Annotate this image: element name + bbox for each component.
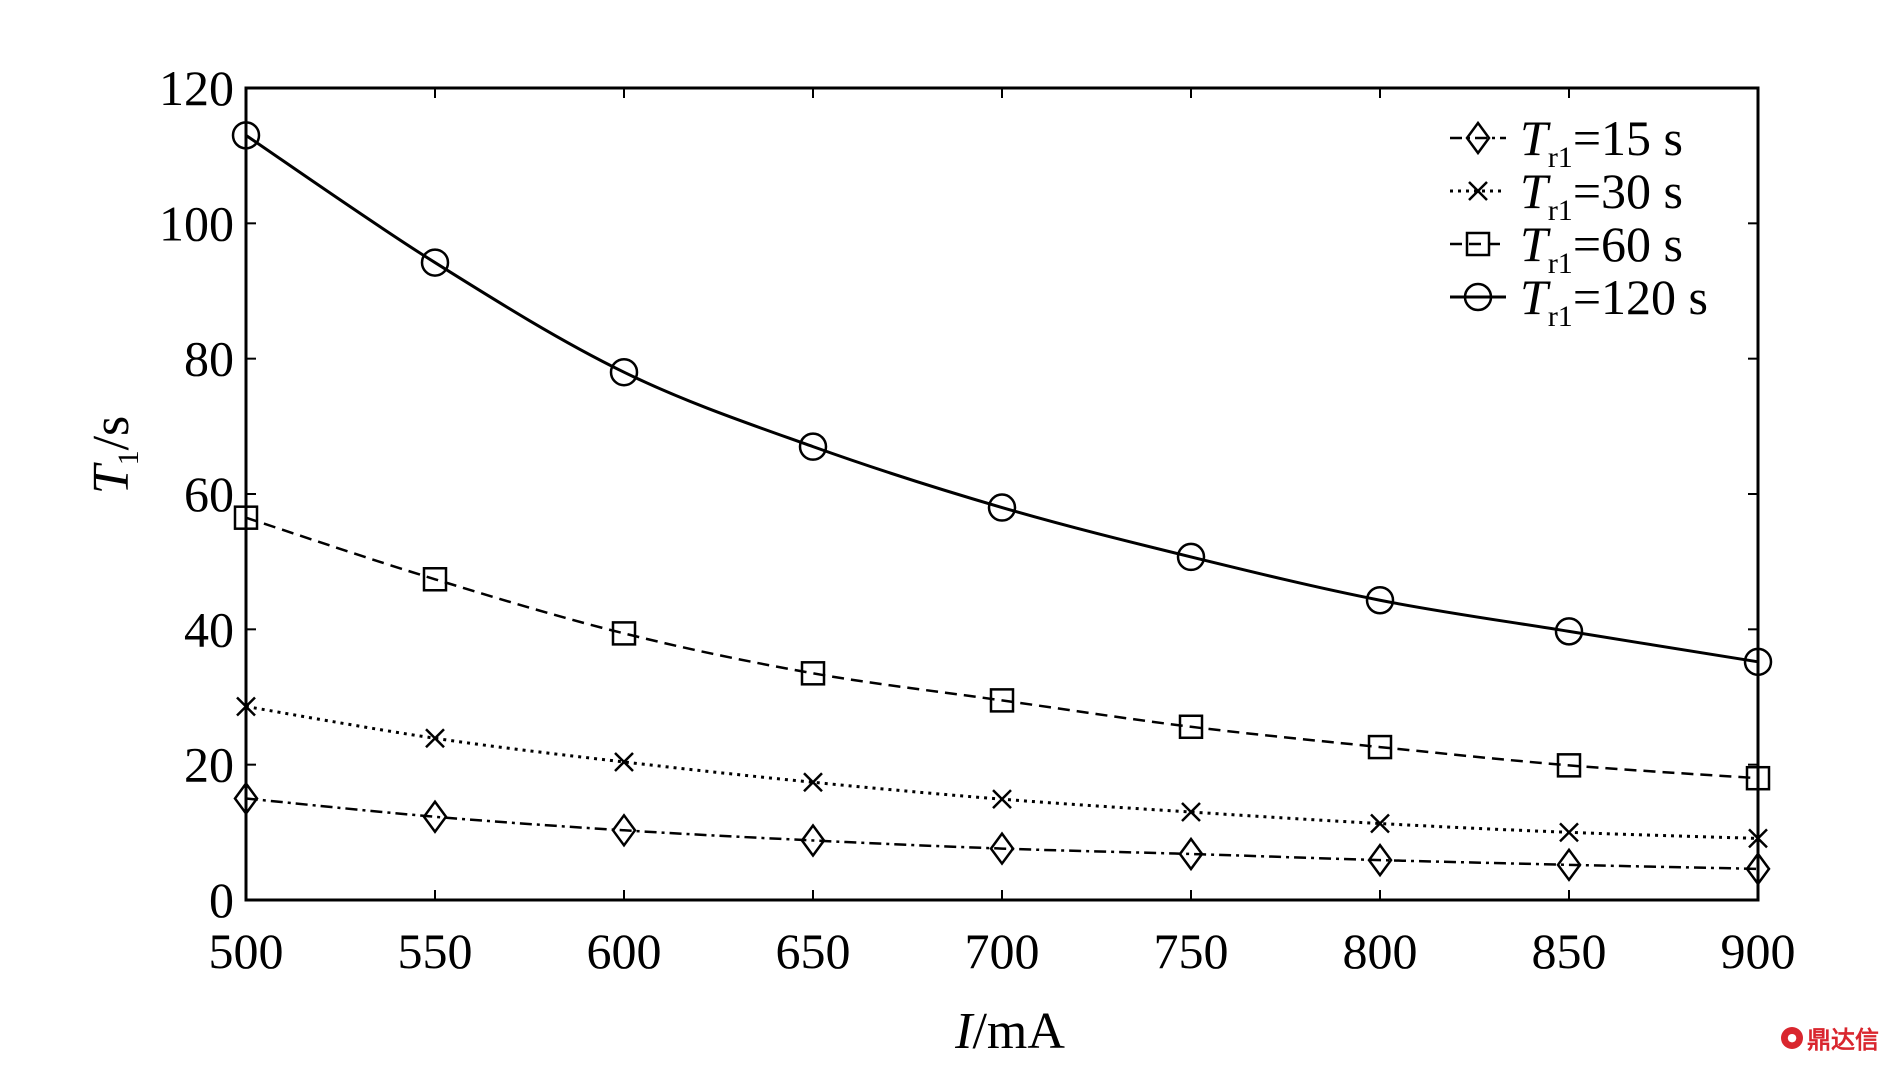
data-point xyxy=(1370,813,1390,834)
data-point xyxy=(1367,842,1393,878)
legend-item: Tr1=30 s xyxy=(1450,163,1683,227)
data-point xyxy=(609,357,639,387)
y-tick-label: 80 xyxy=(184,331,234,387)
data-point xyxy=(1554,617,1584,646)
watermark: ● 鼎达信 xyxy=(1781,1020,1879,1055)
legend-label: Tr1=120 s xyxy=(1520,269,1708,333)
y-tick-label: 40 xyxy=(184,601,234,657)
legend-marker xyxy=(1465,231,1491,257)
y-axis-label-rest: /s xyxy=(83,416,140,451)
x-tick-label: 850 xyxy=(1532,923,1607,979)
x-tick-label: 750 xyxy=(1154,923,1229,979)
data-point xyxy=(422,799,448,834)
data-point xyxy=(1181,802,1201,822)
y-axis-label-main: T xyxy=(83,462,140,494)
legend-marker xyxy=(1465,120,1491,156)
y-axis-label-sub: 1 xyxy=(112,450,145,465)
data-point xyxy=(800,823,826,858)
data-point xyxy=(1556,847,1582,882)
series-line xyxy=(245,134,1759,664)
legend-item: Tr1=60 s xyxy=(1450,216,1683,280)
data-point xyxy=(422,567,448,592)
legend-label: Tr1=60 s xyxy=(1520,216,1683,280)
data-point xyxy=(420,248,450,277)
x-axis-ticks: 500 550 600 650 700 750 800 850 900 xyxy=(209,88,1796,979)
data-point xyxy=(992,789,1012,810)
legend-label: Tr1=15 s xyxy=(1520,110,1683,174)
series-group xyxy=(233,505,1771,791)
series-line xyxy=(245,516,1759,780)
series-group xyxy=(236,696,1768,849)
y-tick-label: 0 xyxy=(209,872,234,928)
data-point xyxy=(425,728,445,749)
series-layer xyxy=(231,121,1773,886)
y-axis-label: T1/s xyxy=(83,416,145,495)
legend-item: Tr1=15 s xyxy=(1450,110,1683,174)
data-point xyxy=(803,772,823,793)
legend-item: Tr1=120 s xyxy=(1450,269,1708,333)
legend-label: Tr1=30 s xyxy=(1520,163,1683,227)
legend-marker xyxy=(1463,282,1493,312)
data-point xyxy=(1559,822,1579,843)
x-tick-label: 550 xyxy=(398,923,473,979)
x-tick-label: 900 xyxy=(1721,923,1796,979)
y-tick-label: 20 xyxy=(184,737,234,793)
data-point xyxy=(1176,542,1206,572)
data-point xyxy=(1367,734,1393,760)
y-axis-ticks: 0 20 40 60 80 100 120 xyxy=(159,60,1758,928)
data-point xyxy=(989,831,1015,866)
legend-marker xyxy=(1468,181,1488,201)
x-tick-label: 800 xyxy=(1343,923,1418,979)
data-point xyxy=(1178,714,1204,740)
watermark-text: 鼎达信 xyxy=(1807,1026,1879,1054)
series-line xyxy=(245,797,1759,871)
y-tick-label: 100 xyxy=(159,195,234,251)
x-tick-label: 500 xyxy=(209,923,284,979)
plot-frame xyxy=(244,86,1760,902)
x-tick-label: 600 xyxy=(587,923,662,979)
x-axis-label: I/mA xyxy=(954,1003,1065,1060)
x-tick-label: 650 xyxy=(776,923,851,979)
data-point xyxy=(987,493,1017,522)
data-point xyxy=(800,661,826,686)
data-point xyxy=(1365,585,1395,615)
data-point xyxy=(798,432,828,461)
x-axis-label-rest: /mA xyxy=(972,1003,1065,1060)
x-tick-label: 700 xyxy=(965,923,1040,979)
data-point xyxy=(1556,753,1582,778)
data-point xyxy=(611,813,637,848)
data-point xyxy=(1178,836,1204,872)
x-axis-label-main: I xyxy=(954,1003,975,1060)
data-point xyxy=(611,621,637,646)
data-point xyxy=(614,752,634,772)
y-tick-label: 60 xyxy=(184,466,234,522)
data-point xyxy=(989,688,1015,713)
chat-bubble-icon: ● xyxy=(1781,1026,1803,1049)
y-tick-label: 120 xyxy=(159,60,234,116)
